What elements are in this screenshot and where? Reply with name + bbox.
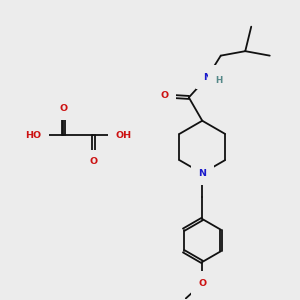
Text: O: O <box>160 92 168 100</box>
Text: O: O <box>198 279 206 288</box>
Text: O: O <box>59 104 68 113</box>
Text: OH: OH <box>116 130 132 140</box>
Text: N: N <box>198 169 206 178</box>
Text: H: H <box>215 76 222 85</box>
Text: O: O <box>89 158 97 166</box>
Text: N: N <box>203 73 211 82</box>
Text: HO: HO <box>25 130 41 140</box>
